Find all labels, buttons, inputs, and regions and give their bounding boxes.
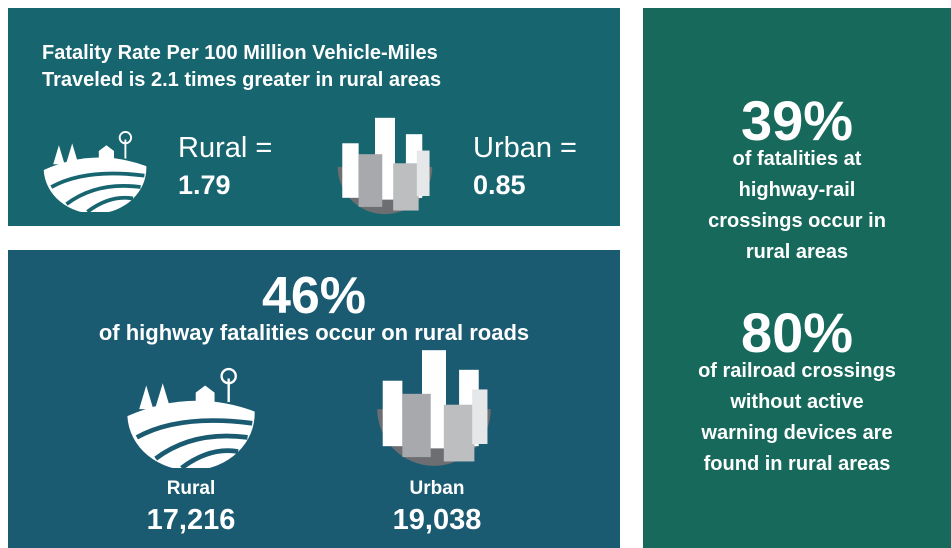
stat1: 39% xyxy=(643,88,951,153)
stat2-line: of railroad crossings xyxy=(643,360,951,383)
urban-value: 19,038 xyxy=(367,504,507,537)
farm-icon xyxy=(120,362,262,468)
rural-label: Rural xyxy=(121,478,261,500)
rural-value: 1.79 xyxy=(178,170,231,201)
crossings-panel: 39% of fatalities at highway-rail crossi… xyxy=(643,8,951,548)
headline: 46% xyxy=(8,266,620,326)
page: Fatality Rate Per 100 Million Vehicle-Mi… xyxy=(0,0,951,548)
stat2-line: without active xyxy=(643,391,951,414)
stat1-line: of fatalities at xyxy=(643,148,951,171)
city-icon xyxy=(368,348,500,468)
subtitle: of highway fatalities occur on rural roa… xyxy=(8,320,620,346)
title-line: Traveled is 2.1 times greater in rural a… xyxy=(42,69,441,92)
stat2-line: found in rural areas xyxy=(643,453,951,476)
rural-label: Rural = xyxy=(178,132,272,165)
stat1-line: rural areas xyxy=(643,241,951,264)
farm-icon xyxy=(38,126,152,212)
city-icon xyxy=(332,116,438,216)
fatalities-panel: 46% of highway fatalities occur on rural… xyxy=(8,250,620,548)
urban-label: Urban xyxy=(367,478,507,500)
stat2-line: warning devices are xyxy=(643,422,951,445)
title-line: Fatality Rate Per 100 Million Vehicle-Mi… xyxy=(42,42,438,65)
stat1-line: highway-rail xyxy=(643,179,951,202)
stat1-line: crossings occur in xyxy=(643,210,951,233)
rate-panel: Fatality Rate Per 100 Million Vehicle-Mi… xyxy=(8,8,620,226)
urban-label: Urban = xyxy=(473,132,577,165)
stat2: 80% xyxy=(643,300,951,365)
rural-value: 17,216 xyxy=(121,504,261,537)
urban-value: 0.85 xyxy=(473,170,526,201)
